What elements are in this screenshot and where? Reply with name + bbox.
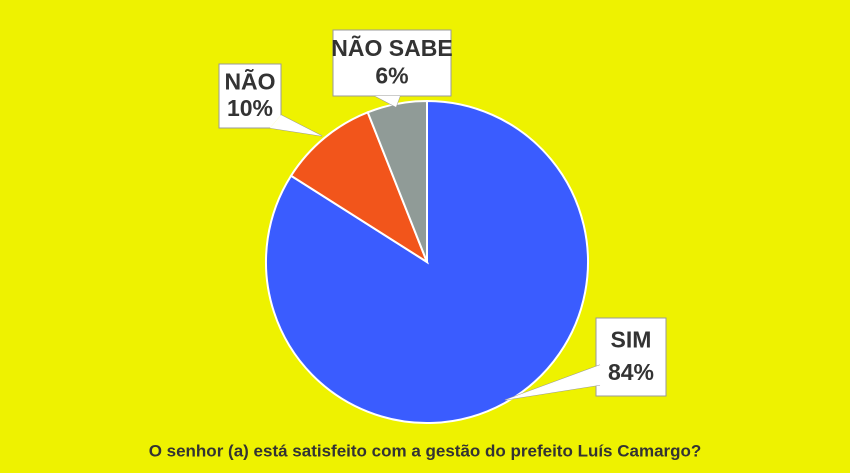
slice-label: SIM [611,326,652,352]
value-label: 84% [608,359,654,385]
pie-slice [289,111,430,265]
callout-fill [375,96,400,107]
slice-label: NÃO [224,67,275,94]
callout-fill [270,115,322,136]
slice-label: NÃO SABE [331,34,452,61]
value-label: 6% [375,63,408,89]
chart-title: O senhor (a) está satisfeito com a gestã… [149,441,702,460]
callout-fill [505,365,600,400]
value-label: 10% [227,95,273,121]
